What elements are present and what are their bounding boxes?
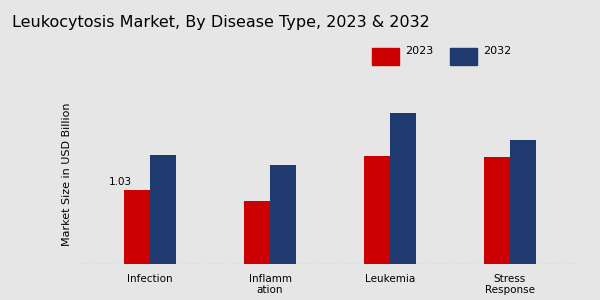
Text: 2032: 2032 xyxy=(483,46,511,56)
Bar xyxy=(244,201,270,264)
Bar xyxy=(390,113,416,264)
Bar xyxy=(484,158,510,264)
Bar xyxy=(124,190,150,264)
Bar xyxy=(270,165,296,264)
FancyBboxPatch shape xyxy=(372,48,399,64)
Text: 2023: 2023 xyxy=(405,46,433,56)
Bar xyxy=(150,154,176,264)
Bar xyxy=(364,156,390,264)
Text: 1.03: 1.03 xyxy=(109,177,132,187)
Text: Leukocytosis Market, By Disease Type, 2023 & 2032: Leukocytosis Market, By Disease Type, 20… xyxy=(12,15,430,30)
FancyBboxPatch shape xyxy=(450,48,477,64)
Y-axis label: Market Size in USD Billion: Market Size in USD Billion xyxy=(62,102,73,246)
Bar xyxy=(510,140,536,264)
